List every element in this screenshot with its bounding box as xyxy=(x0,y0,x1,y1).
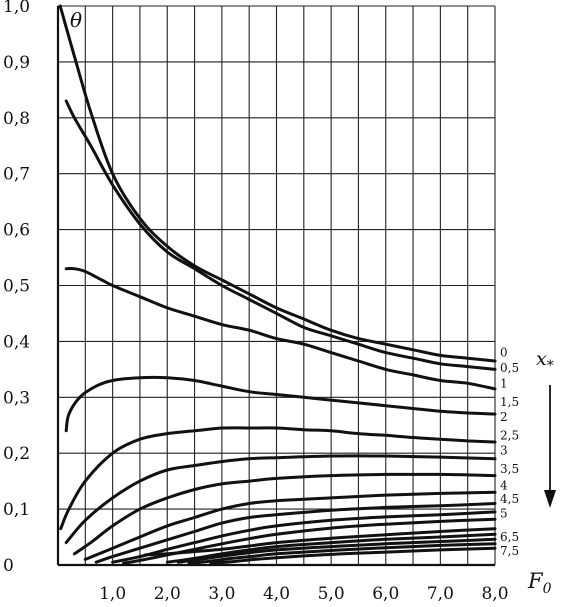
series-label: 3 xyxy=(500,443,508,457)
y-tick-label: 1,0 xyxy=(3,0,30,17)
x-tick-label: 5,0 xyxy=(318,584,345,604)
series-line xyxy=(58,4,497,363)
series-label: 6,5 xyxy=(500,530,519,544)
series-line xyxy=(64,375,497,433)
series-line xyxy=(72,472,497,556)
grid xyxy=(58,5,496,565)
series-label: 0 xyxy=(500,346,508,360)
series-line xyxy=(122,517,497,565)
series-label: 2,5 xyxy=(500,428,519,442)
legend-title-main: x xyxy=(536,348,547,370)
y-tick-label: 0,9 xyxy=(3,53,30,73)
series-label: 7,5 xyxy=(500,544,519,558)
series-lines xyxy=(58,4,497,565)
x-tick-label: 2,0 xyxy=(154,584,181,604)
x-axis-title: F0 xyxy=(527,569,552,597)
series-line xyxy=(143,527,497,557)
series-line xyxy=(83,490,497,561)
legend-title-subscript: * xyxy=(547,358,554,374)
y-tick-label: 0,3 xyxy=(3,388,30,408)
series-label: 1 xyxy=(500,376,508,390)
x-tick-label: 3,0 xyxy=(208,584,235,604)
x-axis-title-main: F xyxy=(527,569,544,593)
series-line xyxy=(64,99,497,371)
series-label: 1,5 xyxy=(500,395,519,409)
series-label: 0,5 xyxy=(500,361,519,375)
series-label: 4 xyxy=(500,479,508,493)
y-tick-label: 0 xyxy=(3,556,14,576)
series-line xyxy=(209,546,497,565)
series-labels: 00,51 1,52 2,53 3,5 44,55 6,57,5 xyxy=(500,346,519,558)
x-tick-label: 4,0 xyxy=(263,584,290,604)
x-tick-label: 7,0 xyxy=(427,584,454,604)
x-tick-label: 6,0 xyxy=(372,584,399,604)
y-tick-label: 0,7 xyxy=(3,165,30,185)
series-line xyxy=(59,426,497,531)
series-label: 5 xyxy=(500,507,508,521)
x-tick-label: 8,0 xyxy=(481,584,508,604)
legend-arrow-head xyxy=(544,490,556,508)
x-axis-title-subscript: 0 xyxy=(543,581,552,597)
legend-title: x* xyxy=(536,348,554,374)
series-label: 2 xyxy=(500,410,508,424)
series-label: 4,5 xyxy=(500,492,519,506)
series-label: 3,5 xyxy=(500,462,519,476)
y-axis-title: θ xyxy=(70,8,82,32)
y-tick-labels: 0 0,1 0,2 0,3 0,4 0,5 0,6 0,7 0,8 0,9 1,0 xyxy=(3,0,30,576)
y-tick-label: 0,6 xyxy=(3,221,30,241)
y-tick-label: 0,1 xyxy=(3,500,30,520)
series-line xyxy=(165,532,497,564)
series-line xyxy=(64,267,497,391)
x-tick-labels: 1,0 2,0 3,0 4,0 5,0 6,0 7,0 8,0 xyxy=(99,584,508,604)
series-line xyxy=(94,502,497,564)
x-tick-label: 1,0 xyxy=(99,584,126,604)
axes xyxy=(56,6,495,567)
y-tick-label: 0,8 xyxy=(3,109,30,129)
series-line xyxy=(111,510,497,564)
y-tick-label: 0,4 xyxy=(3,332,30,352)
series-line xyxy=(64,454,497,545)
y-tick-label: 0,5 xyxy=(3,277,30,297)
series-line xyxy=(187,542,497,565)
y-tick-label: 0,2 xyxy=(3,444,30,464)
series-line xyxy=(176,537,497,564)
